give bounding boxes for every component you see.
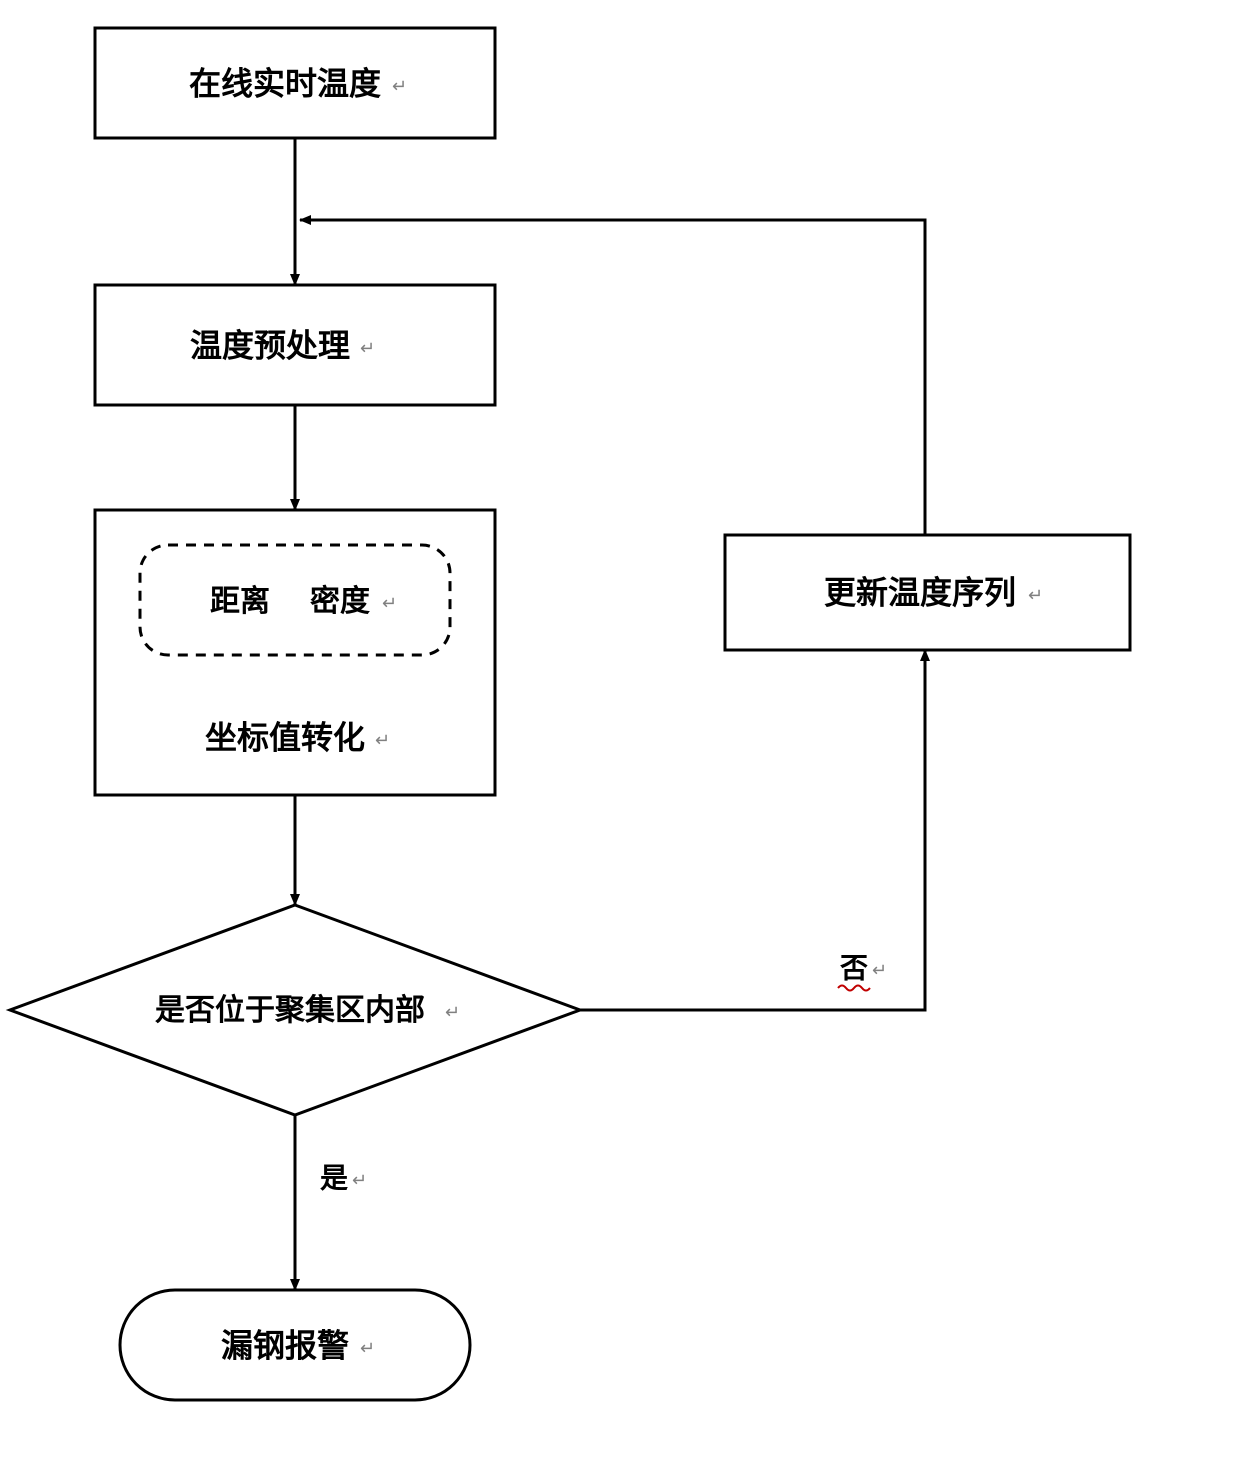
wavy-underline-icon [838,986,870,991]
node-online-temperature: 在线实时温度 ↵ [95,28,495,138]
return-mark-icon: ↵ [352,1170,367,1190]
inner-dashed-box [140,545,450,655]
node-alarm-label: 漏钢报警 [221,1327,349,1363]
node-coordinate-transform-label: 坐标值转化 [205,719,365,755]
return-mark-icon: ↵ [375,730,390,750]
node-preprocess-label: 温度预处理 [190,327,350,363]
label-no: 否 [840,952,868,983]
node-update-sequence: 更新温度序列 ↵ [725,535,1130,650]
node-update-sequence-label: 更新温度序列 [824,574,1016,610]
inner-label-density: 密度 [310,584,370,618]
return-mark-icon: ↵ [360,1338,375,1358]
edge-decision-n5 [580,650,925,1010]
flowchart-canvas: 在线实时温度 ↵ 温度预处理 ↵ 距离 密度 ↵ 坐标值转化 ↵ 是否位于聚集区… [0,0,1240,1458]
label-yes: 是 [320,1162,348,1193]
return-mark-icon: ↵ [1028,585,1043,605]
return-mark-icon: ↵ [445,1002,460,1022]
node-decision-label: 是否位于聚集区内部 [155,993,425,1027]
return-mark-icon: ↵ [382,593,397,613]
node-alarm: 漏钢报警 ↵ [120,1290,470,1400]
return-mark-icon: ↵ [872,960,887,980]
node-preprocess: 温度预处理 ↵ [95,285,495,405]
node-coordinate-transform: 距离 密度 ↵ 坐标值转化 ↵ [95,510,495,795]
node-online-temperature-label: 在线实时温度 [189,65,381,101]
return-mark-icon: ↵ [360,338,375,358]
return-mark-icon: ↵ [392,76,407,96]
inner-label-distance: 距离 [210,585,270,618]
node-decision: 是否位于聚集区内部 ↵ [10,905,580,1115]
